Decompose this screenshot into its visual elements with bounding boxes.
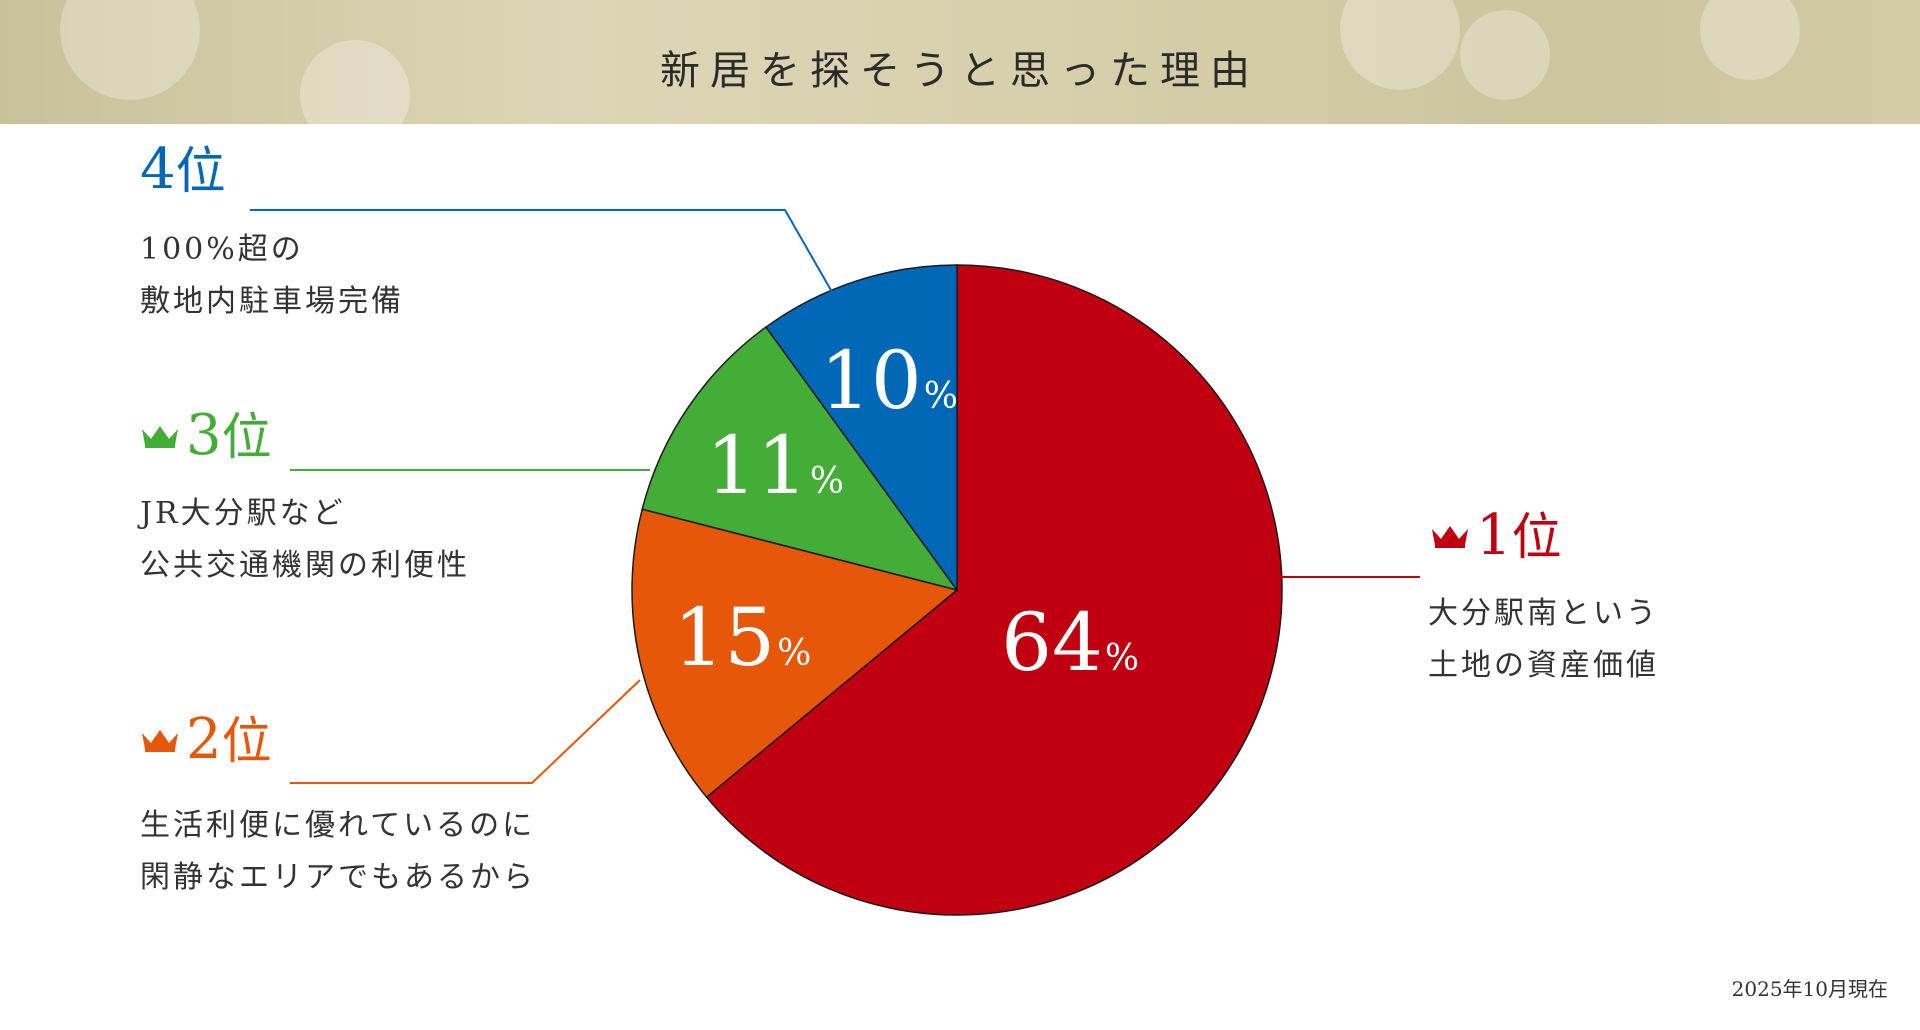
rank-number: 2 xyxy=(186,707,222,772)
data-label-1: 64% xyxy=(1001,603,1139,683)
description-line-1: 生活利便に優れているのに xyxy=(140,808,536,843)
rank-number: 1 xyxy=(1476,503,1512,568)
percent-value: 11 xyxy=(706,419,808,513)
pie-slice-3 xyxy=(641,326,959,592)
percent-sign: % xyxy=(777,632,812,674)
rank-suffix: 位 xyxy=(221,408,272,466)
description-line-1: 100%超の xyxy=(140,232,304,267)
bokeh-decoration xyxy=(1460,10,1550,100)
description-line-2: 閑静なエリアでもあるから xyxy=(140,860,536,895)
description-line-2: 敷地内駐車場完備 xyxy=(140,284,404,319)
percent-sign: % xyxy=(1104,638,1140,680)
reason-description-2: 生活利便に優れているのに 閑静なエリアでもあるから xyxy=(140,800,536,904)
data-label-4: 10% xyxy=(820,333,959,427)
date-note: 2025年10月現在 xyxy=(1731,977,1888,1001)
crown-icon xyxy=(142,426,178,448)
data-label-3: 11% xyxy=(706,426,844,506)
description-line-1: JR大分駅など xyxy=(140,496,346,531)
description-line-1: 大分駅南という xyxy=(1428,596,1659,631)
rank-number: 3 xyxy=(186,403,222,468)
percent-value: 15 xyxy=(673,590,776,684)
rank-suffix: 位 xyxy=(175,142,226,200)
reason-description-3: JR大分駅など公共交通機関の利便性 xyxy=(140,488,470,592)
percent-sign: % xyxy=(809,461,845,503)
rank-suffix: 位 xyxy=(1511,508,1562,566)
description-line-2: 土地の資産価値 xyxy=(1428,648,1659,683)
rank-suffix: 位 xyxy=(221,712,272,770)
crown-icon xyxy=(142,730,178,752)
crown-icon xyxy=(1432,526,1468,548)
data-label-2: 15% xyxy=(673,590,812,684)
pie-slice-2 xyxy=(631,508,959,799)
bokeh-decoration xyxy=(300,40,410,124)
description-line-2: 公共交通機関の利便性 xyxy=(140,548,470,583)
reason-description-1: 大分駅南という 土地の資産価値 xyxy=(1428,588,1659,692)
page-title: 新居を探そうと思った理由 xyxy=(660,48,1260,94)
bokeh-decoration xyxy=(1700,0,1800,80)
leader-line-4 xyxy=(250,209,833,293)
reason-description-4: 100%超の敷地内駐車場完備 xyxy=(140,224,404,328)
header-banner: 新居を探そうと思った理由 xyxy=(0,0,1920,124)
pie-slice-4 xyxy=(764,264,958,593)
pie-slice-1 xyxy=(705,264,1283,916)
percent-value: 64 xyxy=(1001,596,1103,690)
leader-line-2 xyxy=(290,679,641,784)
percent-value: 10 xyxy=(820,333,922,427)
percent-sign: % xyxy=(923,375,959,417)
rank-number: 4 xyxy=(140,137,176,202)
